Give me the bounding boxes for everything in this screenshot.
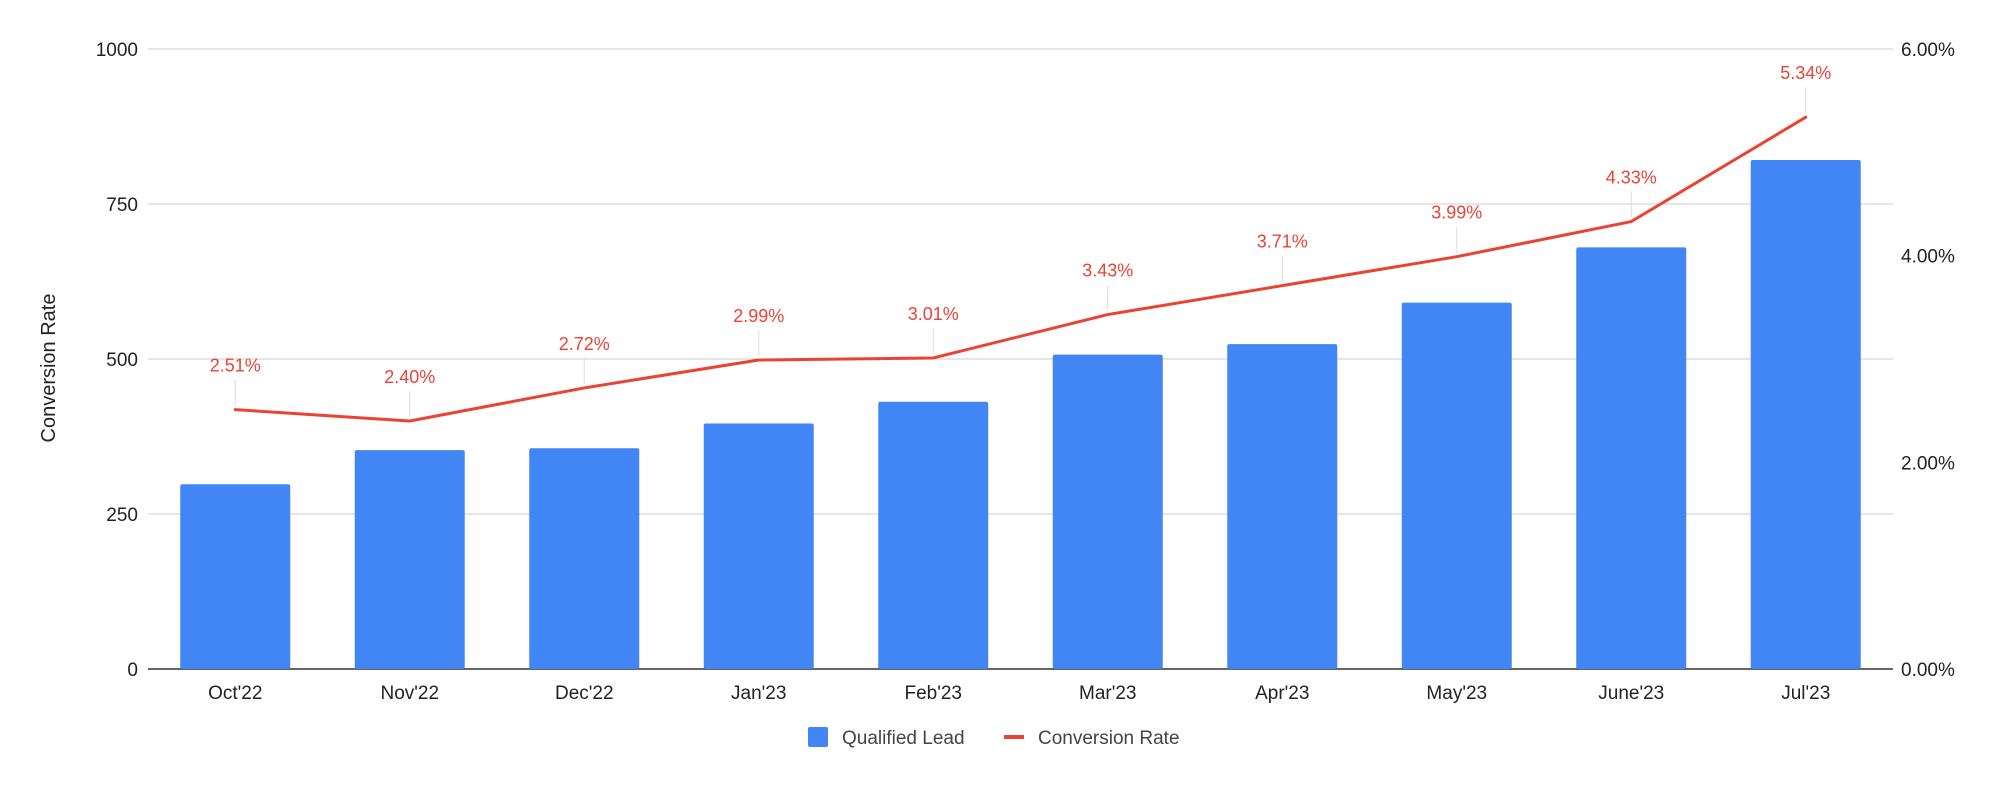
right-axis-ticks: 0.00% 2.00% 4.00% 6.00% xyxy=(1901,40,1955,681)
data-label-conversion-rate: 3.01% xyxy=(908,304,959,324)
data-label-conversion-rate: 3.99% xyxy=(1431,203,1482,223)
line-series-conversion-rate: 2.51% 2.40% 2.72% 2.99% 3.01% 3.43% 3.71% 3.99%… xyxy=(210,63,1831,423)
y2-tick-label: 6.00% xyxy=(1901,40,1955,61)
bar-qualified-lead[interactable] xyxy=(529,448,640,669)
x-tick-label: May'23 xyxy=(1426,683,1487,704)
bar-series-qualified-lead xyxy=(180,159,1861,670)
x-tick-label: Oct'22 xyxy=(208,683,262,704)
bar-qualified-lead[interactable] xyxy=(1052,354,1163,669)
line-conversion-rate[interactable] xyxy=(233,115,1808,423)
bar-qualified-lead[interactable] xyxy=(1401,302,1512,669)
bar-qualified-lead[interactable] xyxy=(1227,344,1338,669)
y2-tick-label: 2.00% xyxy=(1901,453,1955,474)
legend-label-conversion-rate: Conversion Rate xyxy=(1038,728,1180,749)
bar-qualified-lead[interactable] xyxy=(180,484,291,669)
y2-tick-label: 0.00% xyxy=(1901,660,1955,681)
legend-label-qualified-lead: Qualified Lead xyxy=(842,728,965,749)
bar-qualified-lead[interactable] xyxy=(1750,159,1861,670)
bar-qualified-lead[interactable] xyxy=(878,401,989,669)
data-label-conversion-rate: 5.34% xyxy=(1780,63,1831,83)
x-tick-label: Mar'23 xyxy=(1079,683,1136,704)
x-tick-label: Apr'23 xyxy=(1255,683,1309,704)
y2-tick-label: 4.00% xyxy=(1901,247,1955,268)
x-tick-label: Nov'22 xyxy=(380,683,439,704)
y-tick-label: 1000 xyxy=(96,40,138,61)
x-tick-label: Jul'23 xyxy=(1781,683,1830,704)
left-axis-ticks: 0 250 500 750 1000 xyxy=(96,40,138,681)
bar-qualified-lead[interactable] xyxy=(703,423,814,669)
x-tick-label: Jan'23 xyxy=(731,683,786,704)
data-label-conversion-rate: 2.99% xyxy=(733,306,784,326)
y-tick-label: 750 xyxy=(106,195,138,216)
x-tick-label: Dec'22 xyxy=(555,683,614,704)
y-tick-label: 0 xyxy=(127,660,138,681)
y-axis-title: Conversion Rate xyxy=(38,294,60,443)
legend-swatch-qualified-lead xyxy=(808,727,828,747)
x-tick-label: Feb'23 xyxy=(904,683,962,704)
y-tick-label: 500 xyxy=(106,350,138,371)
bar-qualified-lead[interactable] xyxy=(354,450,465,669)
legend[interactable]: Qualified Lead Conversion Rate xyxy=(808,727,1180,749)
data-label-conversion-rate: 2.40% xyxy=(384,367,435,387)
x-axis-ticks: Oct'22 Nov'22 Dec'22 Jan'23 Feb'23 Mar'23 Apr'… xyxy=(208,683,1830,704)
data-label-conversion-rate: 3.43% xyxy=(1082,261,1133,281)
x-tick-label: June'23 xyxy=(1598,683,1664,704)
data-label-conversion-rate: 2.51% xyxy=(210,356,261,376)
data-label-conversion-rate: 2.72% xyxy=(559,334,610,354)
bar-qualified-lead[interactable] xyxy=(1576,247,1687,669)
data-label-conversion-rate: 3.71% xyxy=(1257,232,1308,252)
y-tick-label: 250 xyxy=(106,505,138,526)
data-label-conversion-rate: 4.33% xyxy=(1606,168,1657,188)
